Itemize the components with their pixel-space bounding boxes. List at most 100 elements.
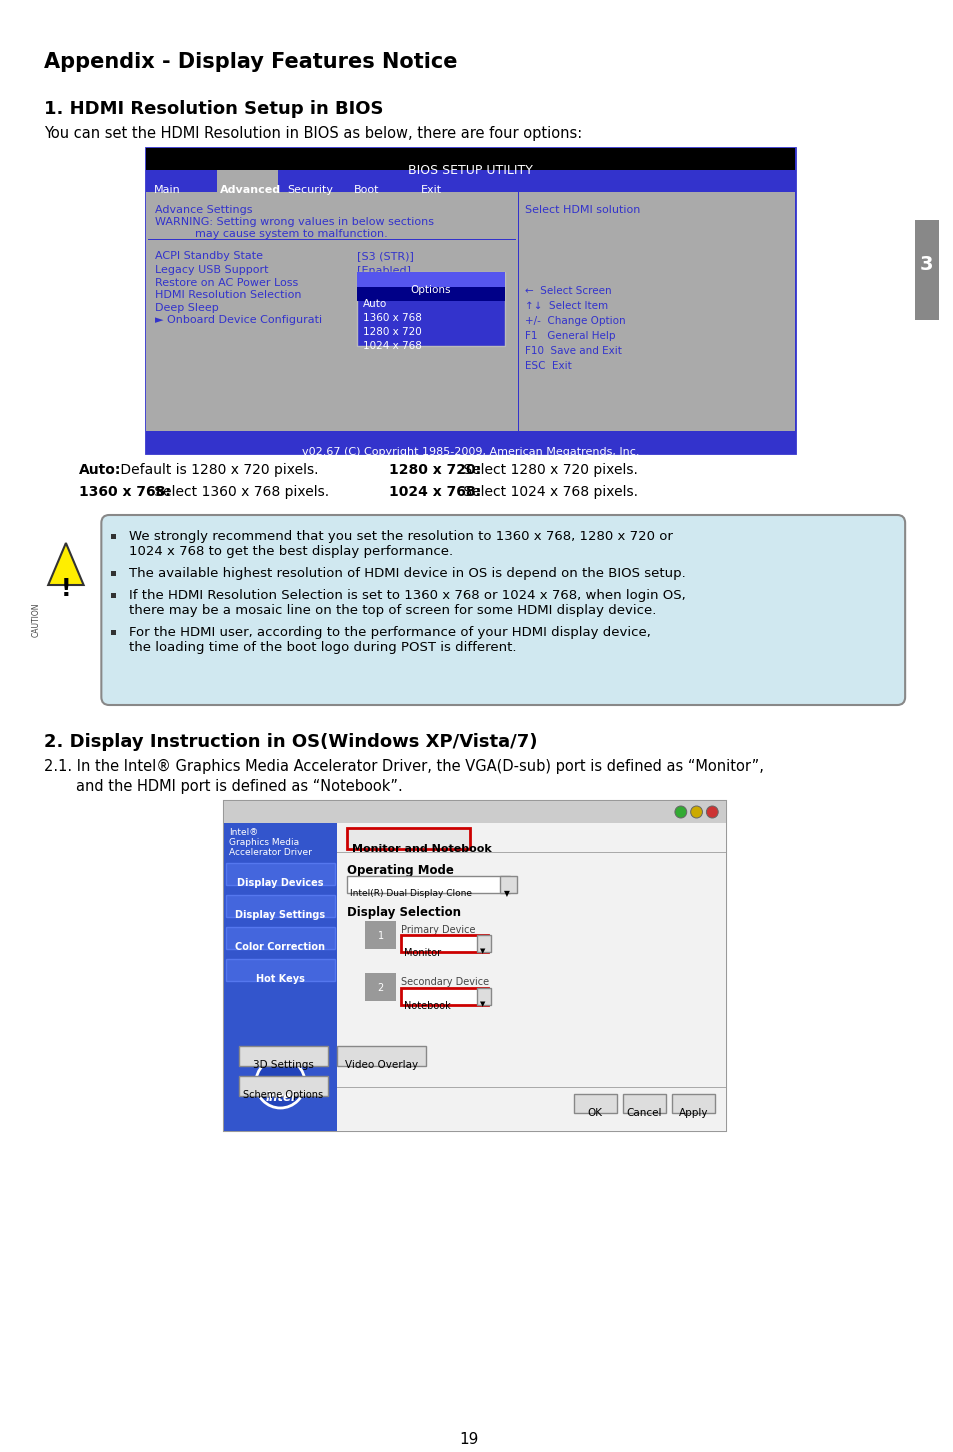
- Text: Monitor: Monitor: [404, 948, 441, 958]
- Bar: [365, 921, 396, 950]
- Text: Hot Keys: Hot Keys: [255, 974, 305, 984]
- Text: Select HDMI solution: Select HDMI solution: [525, 205, 640, 215]
- Text: Color Correction: Color Correction: [235, 942, 325, 953]
- FancyBboxPatch shape: [101, 515, 904, 706]
- Circle shape: [690, 806, 701, 817]
- Text: Video Overlay: Video Overlay: [345, 1060, 417, 1070]
- Text: Auto: Auto: [363, 299, 387, 309]
- Bar: [337, 1045, 426, 1066]
- Text: ←  Select Screen: ← Select Screen: [525, 286, 612, 296]
- Bar: [226, 958, 335, 982]
- Bar: [146, 170, 794, 192]
- Text: ↑↓  Select Item: ↑↓ Select Item: [525, 301, 608, 311]
- Text: ACPI Standby State: ACPI Standby State: [155, 251, 263, 261]
- Bar: [239, 1076, 327, 1096]
- Bar: [224, 802, 725, 1131]
- Bar: [517, 192, 519, 431]
- Bar: [573, 1093, 617, 1114]
- Text: Accelerator Driver: Accelerator Driver: [229, 848, 312, 857]
- Text: 1. HDMI Resolution Setup in BIOS: 1. HDMI Resolution Setup in BIOS: [44, 100, 383, 118]
- Text: Boot: Boot: [354, 184, 379, 195]
- Text: F1   General Help: F1 General Help: [525, 331, 616, 341]
- Text: If the HDMI Resolution Selection is set to 1360 x 768 or 1024 x 768, when login : If the HDMI Resolution Selection is set …: [129, 590, 685, 603]
- Text: 1024 x 768: 1024 x 768: [363, 341, 421, 351]
- Bar: [347, 828, 470, 849]
- Text: 1024 x 768:: 1024 x 768:: [388, 485, 480, 499]
- Bar: [356, 287, 504, 301]
- Bar: [224, 802, 725, 823]
- Text: 1280 x 720:: 1280 x 720:: [388, 463, 480, 478]
- Text: Display Devices: Display Devices: [237, 878, 323, 889]
- Text: Graphics Media: Graphics Media: [229, 838, 299, 847]
- Text: For the HDMI user, according to the performance of your HDMI display device,: For the HDMI user, according to the perf…: [129, 626, 650, 639]
- Text: may cause system to malfunction.: may cause system to malfunction.: [194, 229, 387, 240]
- Text: Intel(R) Dual Display Clone: Intel(R) Dual Display Clone: [350, 889, 472, 897]
- Text: Cancel: Cancel: [626, 1108, 661, 1118]
- Text: 1024 x 768 to get the best display performance.: 1024 x 768 to get the best display perfo…: [129, 544, 453, 558]
- Circle shape: [674, 806, 686, 817]
- Text: The available highest resolution of HDMI device in OS is depend on the BIOS setu: The available highest resolution of HDMI…: [129, 566, 685, 579]
- Polygon shape: [49, 543, 84, 585]
- Text: Options: Options: [410, 285, 451, 295]
- Text: 3D Settings: 3D Settings: [253, 1060, 314, 1070]
- Text: 1360 x 768: 1360 x 768: [363, 314, 421, 322]
- Text: Advance Settings: Advance Settings: [155, 205, 253, 215]
- Bar: [226, 862, 335, 886]
- Text: Select 1360 x 768 pixels.: Select 1360 x 768 pixels.: [150, 485, 329, 499]
- Bar: [671, 1093, 715, 1114]
- Bar: [337, 823, 725, 1131]
- Circle shape: [705, 806, 718, 817]
- Text: Display Selection: Display Selection: [347, 906, 461, 919]
- Text: Auto:: Auto:: [79, 463, 121, 478]
- Bar: [476, 935, 491, 953]
- Text: ► Onboard Device Configurati: ► Onboard Device Configurati: [155, 315, 322, 325]
- Text: ▼: ▼: [479, 1000, 485, 1008]
- Text: the loading time of the boot logo during POST is different.: the loading time of the boot logo during…: [129, 640, 516, 653]
- Text: intel: intel: [265, 1090, 295, 1104]
- Bar: [226, 894, 335, 918]
- Text: Apply: Apply: [679, 1108, 708, 1118]
- Text: Notebook: Notebook: [404, 1000, 451, 1011]
- Text: +/-  Change Option: +/- Change Option: [525, 317, 625, 327]
- Text: F10  Save and Exit: F10 Save and Exit: [525, 346, 621, 356]
- Bar: [914, 221, 938, 319]
- Text: Main: Main: [153, 184, 180, 195]
- Text: [Enabled]: [Enabled]: [356, 266, 411, 274]
- Text: Secondary Device: Secondary Device: [401, 977, 489, 987]
- Text: ESC  Exit: ESC Exit: [525, 362, 572, 372]
- Bar: [146, 148, 794, 170]
- Text: Restore on AC Power Loss: Restore on AC Power Loss: [155, 277, 298, 287]
- Bar: [217, 170, 278, 192]
- Bar: [622, 1093, 665, 1114]
- Text: ▼: ▼: [503, 889, 509, 897]
- Text: 2.1. In the Intel® Graphics Media Accelerator Driver, the VGA(D-sub) port is def: 2.1. In the Intel® Graphics Media Accele…: [44, 759, 763, 774]
- Text: Intel®: Intel®: [229, 828, 258, 836]
- Text: Scheme Options: Scheme Options: [243, 1090, 323, 1101]
- Bar: [347, 876, 509, 893]
- Circle shape: [255, 1059, 305, 1108]
- Text: BIOS SETUP UTILITY: BIOS SETUP UTILITY: [408, 164, 532, 177]
- Text: ▼: ▼: [479, 948, 485, 954]
- Text: Exit: Exit: [420, 184, 442, 195]
- Text: HDMI Resolution Selection: HDMI Resolution Selection: [155, 290, 302, 301]
- Bar: [146, 192, 794, 431]
- Text: Security: Security: [287, 184, 333, 195]
- Text: Legacy USB Support: Legacy USB Support: [155, 266, 269, 274]
- Text: 2. Display Instruction in OS(Windows XP/Vista/7): 2. Display Instruction in OS(Windows XP/…: [44, 733, 537, 751]
- Text: and the HDMI port is defined as “Notebook”.: and the HDMI port is defined as “Noteboo…: [75, 780, 402, 794]
- Text: 1280 x 720: 1280 x 720: [363, 327, 421, 337]
- Text: v02.67 (C) Copyright 1985-2009, American Megatrends, Inc.: v02.67 (C) Copyright 1985-2009, American…: [301, 447, 639, 457]
- Text: 19: 19: [459, 1432, 478, 1448]
- Text: 3: 3: [919, 256, 933, 274]
- Text: You can set the HDMI Resolution in BIOS as below, there are four options:: You can set the HDMI Resolution in BIOS …: [44, 126, 582, 141]
- Text: Appendix - Display Features Notice: Appendix - Display Features Notice: [44, 52, 457, 73]
- Text: Operating Mode: Operating Mode: [347, 864, 454, 877]
- Bar: [365, 973, 396, 1000]
- Bar: [224, 823, 337, 1131]
- Bar: [356, 272, 504, 287]
- Bar: [476, 987, 491, 1005]
- Text: CAUTION: CAUTION: [31, 603, 41, 637]
- Bar: [112, 630, 116, 635]
- Text: We strongly recommend that you set the resolution to 1360 x 768, 1280 x 720 or: We strongly recommend that you set the r…: [129, 530, 672, 543]
- Text: [S3 (STR)]: [S3 (STR)]: [356, 251, 414, 261]
